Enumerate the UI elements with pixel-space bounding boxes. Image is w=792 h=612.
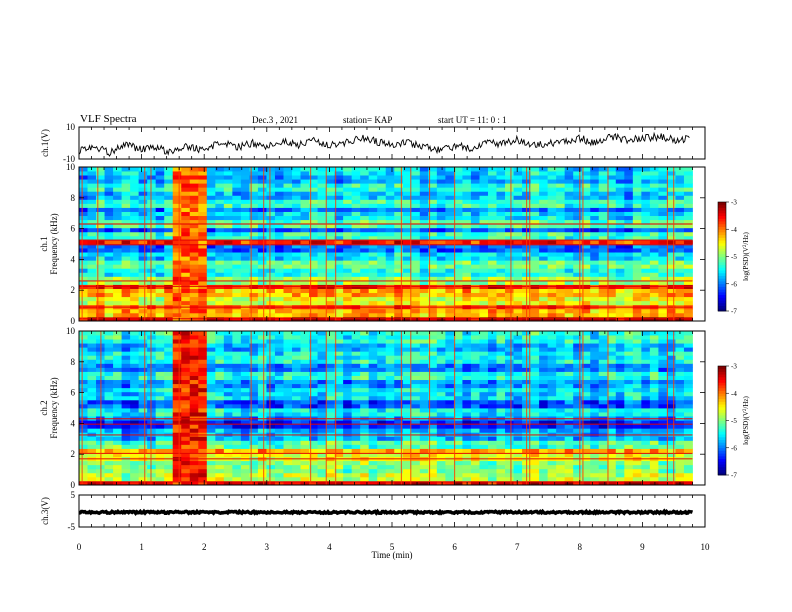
y-axis-label: ch.1 bbox=[39, 236, 49, 251]
y-tick-label: 4 bbox=[71, 418, 76, 428]
colorbar-tick-label: -5 bbox=[731, 417, 737, 425]
y-tick-label: 5 bbox=[71, 490, 76, 500]
y-tick-label: 0 bbox=[71, 316, 76, 326]
x-tick-label: 3 bbox=[265, 542, 270, 552]
colorbar-tick-label: -4 bbox=[731, 226, 737, 234]
y-tick-label: 2 bbox=[71, 285, 76, 295]
y-tick-label: 2 bbox=[71, 449, 76, 459]
y-axis-label: Frequency (kHz) bbox=[49, 377, 59, 438]
colorbar-tick-label: -3 bbox=[731, 363, 737, 371]
x-tick-label: 9 bbox=[640, 542, 645, 552]
y-tick-label: 10 bbox=[66, 326, 76, 336]
y-tick-label: 6 bbox=[71, 388, 76, 398]
x-tick-label: 5 bbox=[390, 542, 395, 552]
x-tick-label: 7 bbox=[515, 542, 520, 552]
x-tick-label: 1 bbox=[139, 542, 144, 552]
colorbar-label: log(PSD)(V2/Hz) bbox=[742, 231, 750, 280]
y-tick-label: 10 bbox=[66, 162, 76, 172]
y-tick-label: -10 bbox=[63, 154, 75, 164]
chart-title: VLF Spectra bbox=[80, 113, 137, 125]
y-axis-label: ch.1(V) bbox=[40, 129, 50, 157]
spectrogram-ch2-image bbox=[79, 331, 693, 486]
date-label: Dec.3 , 2021 bbox=[252, 115, 298, 125]
y-tick-label: 6 bbox=[71, 224, 76, 234]
x-tick-label: 8 bbox=[578, 542, 583, 552]
spectrogram-ch2-colorbar: -7 -6 -5 -4 -3 log(PSD)(V2/Hz) bbox=[717, 363, 750, 480]
colorbar-tick-label: -7 bbox=[731, 472, 737, 480]
colorbar-tick-label: -6 bbox=[731, 280, 737, 288]
colorbar-tick-label: -3 bbox=[731, 199, 737, 207]
x-tick-label: 0 bbox=[77, 542, 82, 552]
x-tick-label: 4 bbox=[327, 542, 332, 552]
waveform-ch3-trace bbox=[78, 508, 694, 516]
spectrogram-ch1-image bbox=[79, 167, 693, 322]
y-tick-label: 8 bbox=[71, 193, 76, 203]
y-axis-label: Frequency (kHz) bbox=[49, 213, 59, 274]
y-tick-label: 10 bbox=[66, 122, 76, 132]
x-tick-label: 6 bbox=[452, 542, 457, 552]
colorbar-tick-label: -5 bbox=[731, 253, 737, 261]
colorbar-tick-label: -4 bbox=[731, 390, 737, 398]
y-tick-label: 0 bbox=[71, 480, 76, 490]
colorbar-tick-label: -6 bbox=[731, 444, 737, 452]
y-axis-label: ch.2 bbox=[39, 400, 49, 415]
x-tick-label: 10 bbox=[701, 542, 711, 552]
y-tick-label: 8 bbox=[71, 357, 76, 367]
colorbar-tick-label: -7 bbox=[731, 308, 737, 316]
waveform-ch1-trace bbox=[78, 131, 690, 157]
station-label: station= KAP bbox=[343, 115, 393, 125]
y-axis-label: ch.3(V) bbox=[40, 497, 50, 525]
colorbar-label: log(PSD)(V2/Hz) bbox=[742, 395, 750, 444]
start-time-label: start UT = 11: 0 : 1 bbox=[438, 115, 507, 125]
x-tick-label: 2 bbox=[202, 542, 207, 552]
spectrogram-ch1-colorbar: -7 -6 -5 -4 -3 log(PSD)(V2/Hz) bbox=[717, 199, 750, 316]
y-tick-label: 4 bbox=[71, 254, 76, 264]
y-tick-label: -5 bbox=[68, 522, 76, 532]
x-axis-label: Time (min) bbox=[372, 550, 413, 560]
